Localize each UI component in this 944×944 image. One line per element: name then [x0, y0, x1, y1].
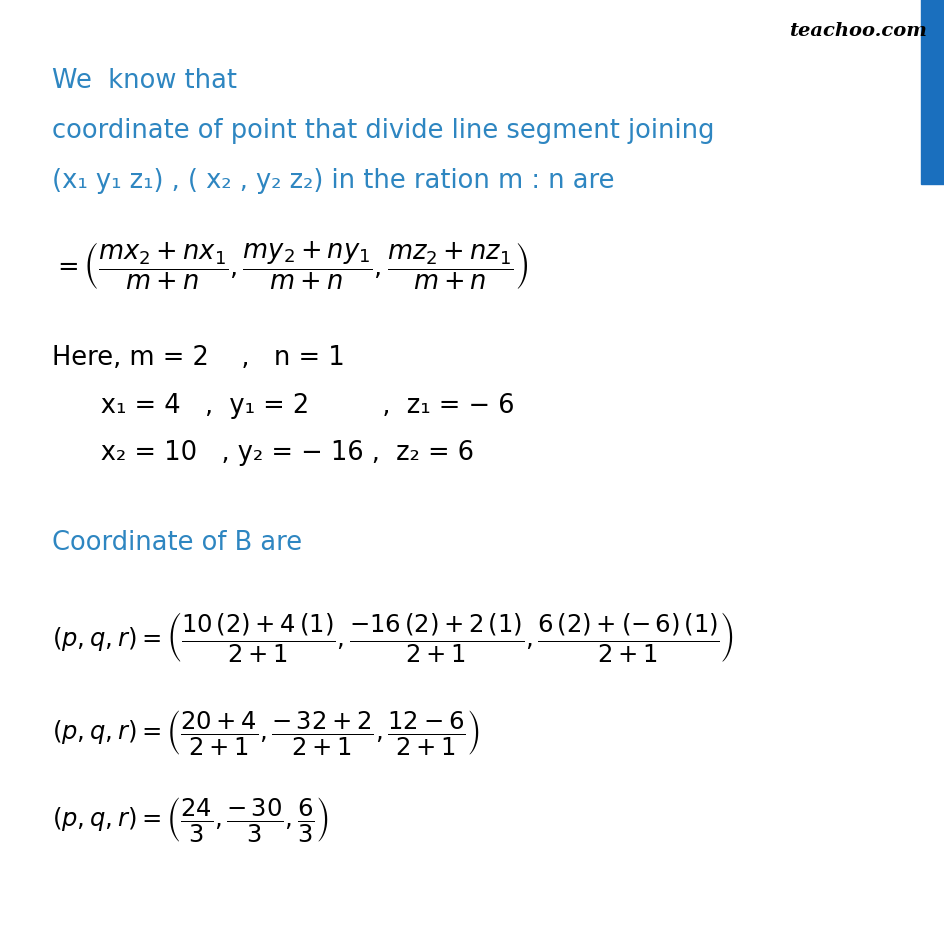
Text: coordinate of point that divide line segment joining: coordinate of point that divide line seg…: [52, 118, 714, 143]
Text: Coordinate of B are: Coordinate of B are: [52, 530, 302, 555]
Text: x₁ = 4   ,  y₁ = 2         ,  z₁ = − 6: x₁ = 4 , y₁ = 2 , z₁ = − 6: [52, 393, 514, 418]
Text: $= \left(\dfrac{mx_2+nx_1}{m+n}, \dfrac{my_2+ny_1}{m+n}, \dfrac{mz_2+nz_1}{m+n}\: $= \left(\dfrac{mx_2+nx_1}{m+n}, \dfrac{…: [52, 240, 529, 292]
Text: (x₁ y₁ z₁) , ( x₂ , y₂ z₂) in the ration m : n are: (x₁ y₁ z₁) , ( x₂ , y₂ z₂) in the ration…: [52, 168, 614, 194]
Text: Here, m = 2    ,   n = 1: Here, m = 2 , n = 1: [52, 345, 345, 371]
Text: x₂ = 10   , y₂ = − 16 ,  z₂ = 6: x₂ = 10 , y₂ = − 16 , z₂ = 6: [52, 440, 474, 465]
Bar: [920, 0, 944, 185]
Text: $(p, q, r) = \left(\dfrac{10\,(2) + 4\,(1)}{2 + 1}, \dfrac{-16\,(2) + 2\,(1)}{2 : $(p, q, r) = \left(\dfrac{10\,(2) + 4\,(…: [52, 610, 733, 664]
Text: We  know that: We know that: [52, 68, 237, 93]
Text: teachoo.com: teachoo.com: [788, 22, 926, 40]
Text: $(p, q, r) = \left(\dfrac{24}{3}, \dfrac{-\,30}{3}, \dfrac{6}{3}\right)$: $(p, q, r) = \left(\dfrac{24}{3}, \dfrac…: [52, 794, 329, 843]
Text: $(p, q, r) = \left(\dfrac{20 + 4}{2 + 1}, \dfrac{-\,32 + 2}{2 + 1}, \dfrac{12 - : $(p, q, r) = \left(\dfrac{20 + 4}{2 + 1}…: [52, 707, 480, 756]
